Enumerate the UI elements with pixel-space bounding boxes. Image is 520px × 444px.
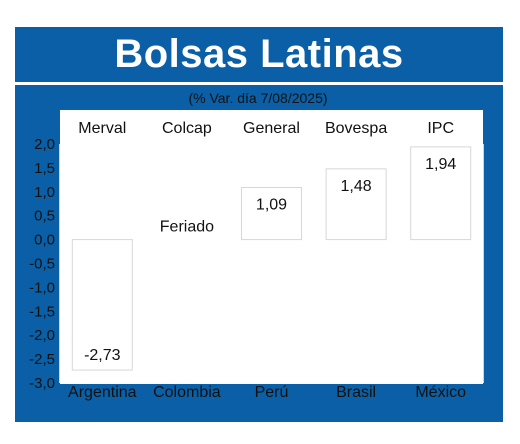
bar [410, 146, 472, 241]
index-labels: Merval Colcap General Bovespa IPC [78, 120, 454, 137]
bar [241, 186, 302, 241]
y-tick-label: -1,5 [29, 303, 55, 320]
y-tick-label: 1,0 [34, 184, 55, 201]
title-bar: Bolsas Latinas [15, 27, 503, 85]
value-label: 1,94 [425, 156, 456, 173]
category-label: México [415, 384, 466, 401]
index-label: Merval [78, 120, 126, 137]
index-label: IPC [427, 120, 454, 137]
value-labels: -2,73 Feriado 1,09 1,48 1,94 [84, 156, 456, 364]
y-tick-label: -1,0 [29, 279, 55, 296]
value-label: 1,48 [341, 178, 372, 195]
y-tick-label: -2,0 [29, 327, 55, 344]
index-label: General [243, 120, 300, 137]
y-tick-label: -3,0 [29, 375, 55, 392]
y-tick-label: 1,5 [34, 160, 55, 177]
bar [71, 239, 133, 371]
y-tick-label: -0,5 [29, 256, 55, 273]
category-label: Brasil [336, 384, 376, 401]
y-axis-ticks: 2,0 1,5 1,0 0,5 0,0 -0,5 -1,0 -1,5 -2,0 -2,5 -3,0 [29, 136, 55, 392]
category-label: Perú [255, 384, 289, 401]
x-axis-labels: Argentina Colombia Perú Brasil México [68, 384, 466, 401]
y-tick-label: -2,5 [29, 351, 55, 368]
value-label: 1,09 [256, 196, 287, 213]
y-tick-label: 0,5 [34, 208, 55, 225]
y-tick-label: 0,0 [34, 232, 55, 249]
category-label: Argentina [68, 384, 137, 401]
chart-subtitle: (% Var. día 7/08/2025) [188, 90, 327, 106]
index-label: Bovespa [325, 120, 387, 137]
bar [325, 168, 387, 241]
y-tick-label: 2,0 [34, 136, 55, 153]
category-label: Colombia [153, 384, 221, 401]
index-label: Colcap [162, 120, 212, 137]
value-label: Feriado [160, 218, 214, 235]
chart-title: Bolsas Latinas [114, 32, 404, 76]
bars [71, 146, 472, 371]
value-label: -2,73 [84, 347, 121, 364]
